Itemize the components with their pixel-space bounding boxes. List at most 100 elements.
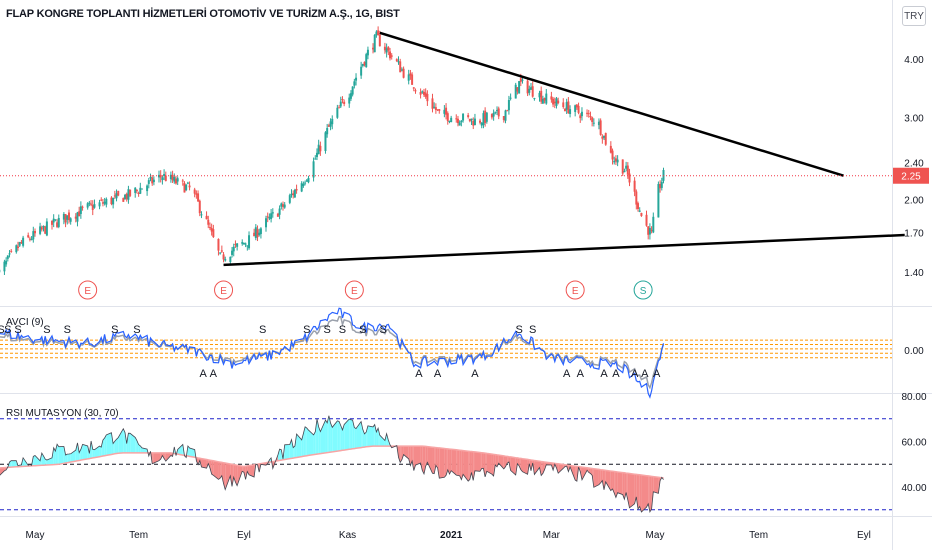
candle-body xyxy=(212,229,214,237)
rsi-fill xyxy=(325,420,327,453)
candle-body xyxy=(460,121,462,122)
sell-signal-marker: S xyxy=(133,324,140,336)
rsi-fill xyxy=(653,477,658,494)
buy-signal-marker: A xyxy=(612,368,620,380)
candle-body xyxy=(639,211,641,212)
candle-body xyxy=(141,189,143,190)
rsi-fill xyxy=(57,444,59,464)
sell-signal-marker: S xyxy=(111,324,118,336)
rsi-fill xyxy=(468,451,470,481)
candle-body xyxy=(438,109,440,111)
avci-tick-label: 0.00 xyxy=(904,346,924,357)
buy-signal-marker: A xyxy=(641,368,649,380)
rsi-fill xyxy=(575,466,577,481)
candle-body xyxy=(389,51,391,58)
candle-body xyxy=(589,116,591,117)
sell-signal-marker: S xyxy=(529,324,536,336)
rsi-fill xyxy=(611,471,613,491)
candle-body xyxy=(82,207,84,208)
candle-body xyxy=(279,209,281,215)
rsi-fill xyxy=(638,475,640,509)
candle-body xyxy=(5,261,7,265)
candle-body xyxy=(223,254,225,259)
candle-body xyxy=(399,61,401,72)
candle-body xyxy=(605,133,607,145)
candle-body xyxy=(657,184,659,217)
candle-body xyxy=(93,204,95,208)
buy-signal-marker: A xyxy=(600,368,608,380)
candle-body xyxy=(307,178,309,182)
candle-body xyxy=(185,185,187,190)
candle-body xyxy=(634,181,636,192)
event-marker-label: E xyxy=(572,286,579,297)
candle-body xyxy=(129,190,131,196)
candle-body xyxy=(396,59,398,61)
candle-body xyxy=(518,81,520,93)
candle-body xyxy=(197,193,199,201)
candle-body xyxy=(426,94,428,101)
rsi-fill xyxy=(66,454,68,463)
event-marker-label: E xyxy=(220,286,227,297)
price-tick-label: 2.40 xyxy=(904,159,924,170)
buy-signal-marker: A xyxy=(434,368,442,380)
rsi-fill xyxy=(212,460,214,475)
candle-body xyxy=(557,101,559,104)
candle-body xyxy=(588,113,590,114)
time-tick-label: Mar xyxy=(543,530,561,541)
candle-body xyxy=(493,113,495,117)
rsi-fill xyxy=(475,452,480,471)
candle-body xyxy=(515,85,517,99)
rsi-fill xyxy=(458,450,460,476)
candle-body xyxy=(652,217,654,233)
candle-body xyxy=(326,128,328,134)
candle-body xyxy=(374,35,376,52)
rsi-fill xyxy=(422,446,424,474)
rsi-fill xyxy=(647,476,649,507)
currency-button[interactable]: TRY xyxy=(902,6,926,26)
candle-body xyxy=(90,204,92,205)
rsi-fill xyxy=(482,453,484,469)
candle-body xyxy=(304,183,306,184)
price-tick-label: 4.00 xyxy=(904,55,924,66)
candle-body xyxy=(629,174,631,183)
rsi-fill xyxy=(365,432,367,447)
candle-body xyxy=(510,98,512,99)
candle-body xyxy=(532,86,534,96)
buy-signal-marker: A xyxy=(653,368,661,380)
rsi-fill xyxy=(83,444,88,459)
candle-body xyxy=(189,186,191,188)
buy-signal-marker: A xyxy=(471,368,479,380)
rsi-fill xyxy=(606,470,611,490)
candle-body xyxy=(270,213,272,219)
candle-body xyxy=(591,117,593,122)
time-tick-label: May xyxy=(646,530,665,541)
rsi-fill xyxy=(218,462,220,480)
candle-body xyxy=(27,235,29,237)
candle-body xyxy=(217,239,219,251)
rsi-fill xyxy=(35,455,40,465)
candle-body xyxy=(260,228,262,234)
candle-body xyxy=(640,213,642,216)
price-tick-label: 1.70 xyxy=(904,229,924,240)
buy-signal-marker: A xyxy=(199,368,207,380)
candle-body xyxy=(41,227,43,229)
candle-body xyxy=(272,212,274,213)
candle-body xyxy=(219,253,221,254)
candle-body xyxy=(506,110,508,111)
candle-body xyxy=(17,246,19,247)
candle-body xyxy=(635,192,637,205)
rsi-fill xyxy=(100,446,102,457)
candle-body xyxy=(471,119,473,121)
rsi-fill xyxy=(152,453,154,464)
candle-body xyxy=(105,199,107,205)
candle-body xyxy=(562,102,564,107)
rsi-fill xyxy=(280,449,282,460)
rsi-fill xyxy=(641,475,646,512)
candle-body xyxy=(627,166,629,175)
rsi-fill xyxy=(93,449,95,458)
trendline[interactable] xyxy=(224,235,905,265)
candle-body xyxy=(207,220,209,225)
candle-body xyxy=(284,205,286,208)
